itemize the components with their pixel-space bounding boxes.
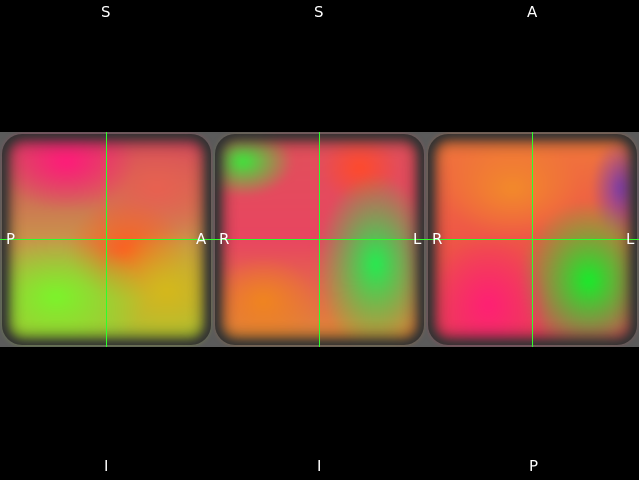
sagittal-bottom-label: I (104, 457, 109, 475)
sagittal-top-label: S (101, 3, 111, 21)
coronal-bottom-label: I (317, 457, 322, 475)
coronal-crosshair-horizontal[interactable] (213, 239, 426, 240)
axial-right-label: L (626, 230, 635, 248)
coronal-top-label: S (314, 3, 324, 21)
axial-bottom-label: P (529, 457, 539, 475)
axial-crosshair-horizontal[interactable] (426, 239, 639, 240)
coronal-view[interactable] (213, 132, 426, 347)
axial-top-label: A (527, 3, 538, 21)
axial-view[interactable] (426, 132, 639, 347)
sagittal-right-label: A (196, 230, 207, 248)
sagittal-left-label: P (6, 230, 16, 248)
coronal-left-label: R (219, 230, 230, 248)
sagittal-view[interactable] (0, 132, 213, 347)
sagittal-crosshair-horizontal[interactable] (0, 239, 213, 240)
axial-left-label: R (432, 230, 443, 248)
coronal-right-label: L (413, 230, 422, 248)
